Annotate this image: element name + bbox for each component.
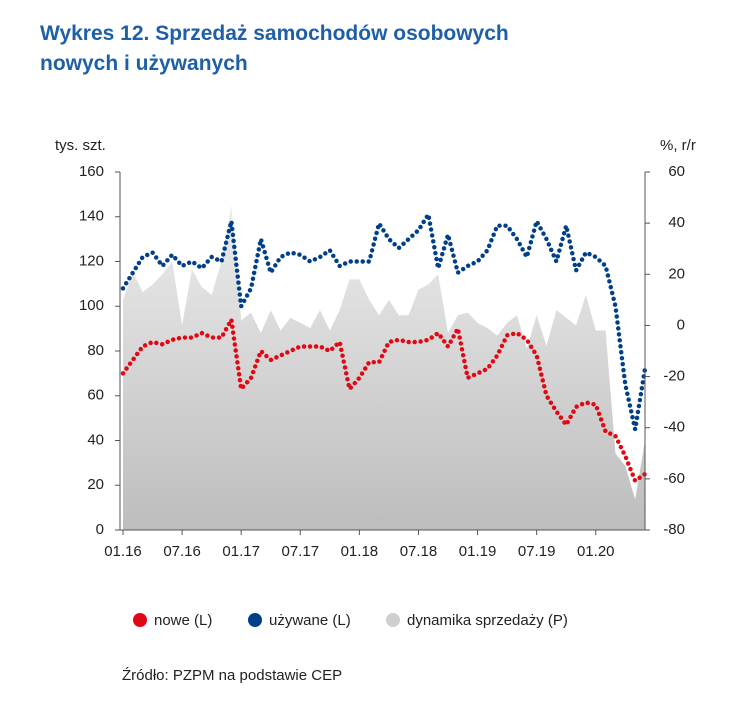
- y2-tick-label: 60: [668, 163, 685, 180]
- y-tick-label: 100: [79, 297, 104, 314]
- line: [120, 208, 648, 430]
- chart-title: Wykres 12. Sprzedaż samochodów osobowych…: [40, 22, 509, 75]
- y2-tick-label: -60: [663, 470, 685, 487]
- legend-label: dynamika sprzedaży (P): [407, 612, 568, 629]
- y-tick-label: 0: [96, 521, 104, 538]
- x-tick-label: 07.19: [518, 543, 556, 560]
- y-tick-label: 160: [79, 163, 104, 180]
- y2-tick-label: -40: [663, 419, 685, 436]
- x-tick-label: 07.18: [400, 543, 438, 560]
- y2-tick-label: -80: [663, 521, 685, 538]
- y-tick-label: 80: [87, 342, 104, 359]
- legend-swatch: [133, 613, 147, 627]
- y-tick-label: 140: [79, 208, 104, 225]
- x-tick-label: 07.17: [282, 543, 320, 560]
- y2-axis-label: %, r/r: [660, 137, 696, 154]
- y-tick-label: 20: [87, 476, 104, 493]
- y2-tick-label: 0: [677, 316, 685, 333]
- x-tick-label: 01.20: [577, 543, 615, 560]
- x-tick-label: 01.16: [104, 543, 142, 560]
- legend-swatch: [248, 613, 262, 627]
- legend-label: używane (L): [269, 612, 351, 629]
- x-tick-label: 01.19: [459, 543, 497, 560]
- legend-label: nowe (L): [154, 612, 212, 629]
- y-axis-label: tys. szt.: [55, 137, 106, 154]
- area: [123, 205, 645, 530]
- line: [120, 312, 648, 485]
- y2-tick-label: -20: [663, 368, 685, 385]
- x-tick-label: 01.17: [222, 543, 260, 560]
- y2-tick-label: 40: [668, 214, 685, 231]
- y2-tick-label: 20: [668, 265, 685, 282]
- y-tick-label: 40: [87, 431, 104, 448]
- legend-swatch: [386, 613, 400, 627]
- x-tick-label: 01.18: [341, 543, 379, 560]
- source: Źródło: PZPM na podstawie CEP: [122, 667, 342, 684]
- y-tick-label: 60: [87, 387, 104, 404]
- x-tick-label: 07.16: [163, 543, 201, 560]
- y-tick-label: 120: [79, 252, 104, 269]
